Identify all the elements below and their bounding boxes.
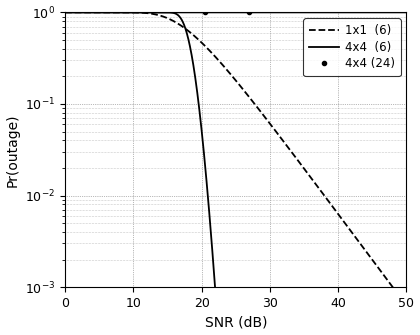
Line: 4x4 (24): 4x4 (24)	[201, 8, 254, 16]
Line: 4x4  (6): 4x4 (6)	[65, 12, 407, 335]
4x4 (24)	[202, 10, 207, 14]
1x1  (6)	[228, 73, 234, 77]
4x4  (6)	[80, 10, 85, 14]
1x1  (6)	[394, 290, 399, 294]
Y-axis label: Pr(outage): Pr(outage)	[5, 113, 20, 187]
X-axis label: SNR (dB): SNR (dB)	[205, 316, 267, 329]
1x1  (6)	[80, 10, 85, 14]
1x1  (6)	[394, 290, 399, 294]
4x4 (24)	[247, 10, 252, 14]
1x1  (6)	[63, 10, 68, 14]
1x1  (6)	[404, 304, 409, 308]
4x4  (6)	[63, 10, 68, 14]
Line: 1x1  (6): 1x1 (6)	[65, 12, 407, 306]
1x1  (6)	[331, 206, 336, 210]
Legend: 1x1  (6), 4x4  (6), 4x4 (24): 1x1 (6), 4x4 (6), 4x4 (24)	[303, 18, 401, 76]
1x1  (6)	[220, 62, 225, 66]
